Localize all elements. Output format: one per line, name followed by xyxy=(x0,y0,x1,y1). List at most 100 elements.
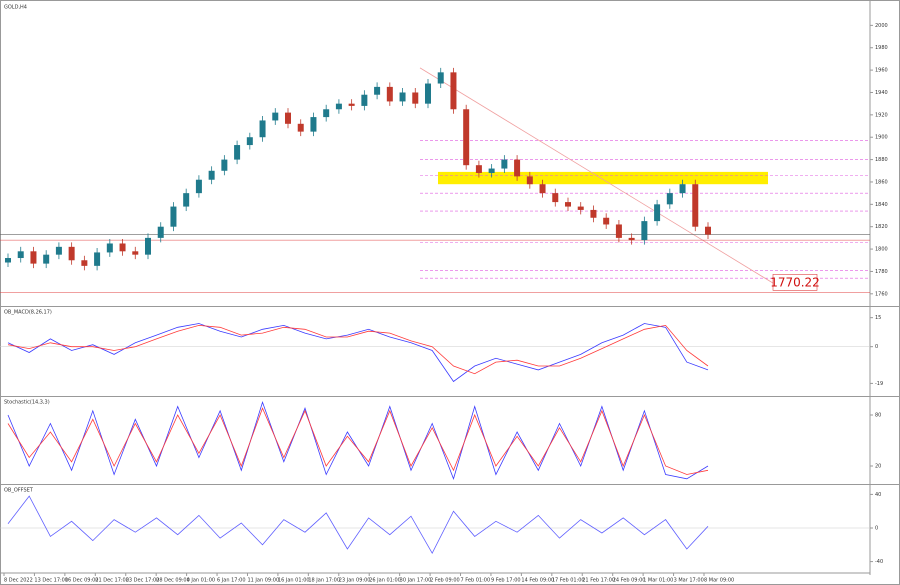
candle-body xyxy=(437,72,444,84)
zone xyxy=(438,171,768,185)
target-label: 1770.22 xyxy=(770,275,820,289)
x-tick-label: 17 Feb 01:00 xyxy=(552,578,585,584)
candle-body xyxy=(501,159,508,169)
candle-body xyxy=(412,92,419,104)
candle-body xyxy=(234,145,241,160)
candle-body xyxy=(17,251,24,259)
candle-body xyxy=(654,204,661,222)
panel-title: Stochastic(14,3,3) xyxy=(4,400,50,406)
x-tick-label: 16 Jan 01:00 xyxy=(278,578,310,584)
candle-body xyxy=(310,117,317,132)
y-tick-label: 1840 xyxy=(875,202,888,208)
y-tick-label: 1880 xyxy=(875,157,888,163)
candle-body xyxy=(94,252,101,266)
y-tick-label: 1820 xyxy=(875,224,888,230)
candle-body xyxy=(386,86,393,102)
target-box xyxy=(772,274,818,291)
x-tick-label: 16 Dec 09:00 xyxy=(65,578,99,584)
candle-body xyxy=(119,243,126,252)
panel-title: GOLD,H4 xyxy=(4,5,27,11)
y-tick-label: 20 xyxy=(875,464,881,470)
candle-body xyxy=(183,193,190,207)
x-tick-label: 14 Feb 09:00 xyxy=(521,578,554,584)
y-tick-label: 2000 xyxy=(875,23,888,29)
x-tick-label: 24 Feb 09:00 xyxy=(613,578,646,584)
y-tick-label: 1860 xyxy=(875,179,888,185)
x-tick-label: 7 Feb 01:00 xyxy=(461,578,491,584)
candle-body xyxy=(246,137,253,146)
y-tick-label: 1800 xyxy=(875,247,888,253)
trend-line xyxy=(419,67,786,291)
candle-body xyxy=(335,103,342,110)
candle-body xyxy=(577,206,584,210)
candle-body xyxy=(526,176,533,185)
x-tick-label: 30 Jan 17:00 xyxy=(400,578,432,584)
x-tick-label: 21 Feb 17:00 xyxy=(582,578,615,584)
candle-body xyxy=(259,120,266,138)
candle-body xyxy=(285,112,291,124)
candle-body xyxy=(272,112,279,121)
candle-body xyxy=(30,251,37,264)
y-tick-label: 1940 xyxy=(875,90,888,96)
candle-body xyxy=(692,184,699,227)
candle-body xyxy=(514,159,521,177)
panel-title: OB_MACD(8,26,17) xyxy=(4,310,52,316)
candle-body xyxy=(106,243,113,253)
candle-body xyxy=(666,193,673,205)
candle-body xyxy=(361,94,368,106)
candle-body xyxy=(488,168,495,174)
y-tick-label: -19 xyxy=(875,381,883,387)
x-tick-label: 2 Feb 09:00 xyxy=(430,578,460,584)
indicator-line xyxy=(7,495,709,555)
y-tick-label: 40 xyxy=(875,492,881,498)
indicator-line xyxy=(7,324,709,375)
x-tick-label: 18 Jan 17:00 xyxy=(308,578,340,584)
candle-body xyxy=(374,86,381,95)
candle-body xyxy=(68,246,75,261)
candle-body xyxy=(425,83,431,104)
x-tick-label: 23 Dec 17:00 xyxy=(126,578,160,584)
x-tick-label: 9 Feb 17:00 xyxy=(491,578,521,584)
y-tick-label: 0 xyxy=(875,526,878,532)
indicator-line xyxy=(7,407,709,475)
y-tick-label: 1900 xyxy=(875,135,888,141)
candle-body xyxy=(641,221,648,241)
candle-body xyxy=(399,92,406,102)
x-tick-label: 28 Dec 09:00 xyxy=(156,578,190,584)
y-tick-label: 1760 xyxy=(875,291,888,297)
x-tick-label: 11 Jan 09:00 xyxy=(247,578,279,584)
y-tick-label: 1960 xyxy=(875,68,888,74)
y-tick-label: 1920 xyxy=(875,112,888,118)
y-tick-label: 15 xyxy=(875,315,881,321)
candle-body xyxy=(463,109,470,166)
x-tick-label: 4 Jan 01:00 xyxy=(187,578,215,584)
candle-body xyxy=(323,109,330,118)
x-tick-label: 8 Dec 2022 xyxy=(4,578,33,584)
candle-body xyxy=(195,179,202,194)
candle-body xyxy=(475,165,482,174)
candle-body xyxy=(348,103,355,106)
candle-body xyxy=(55,246,62,255)
candle-body xyxy=(628,237,635,241)
x-tick-label: 8 Mar 09:00 xyxy=(704,578,734,584)
x-tick-label: 3 Mar 17:00 xyxy=(674,578,704,584)
candle-body xyxy=(705,226,711,235)
indicator-line xyxy=(7,323,709,383)
x-tick-label: 21 Dec 17:00 xyxy=(95,578,129,584)
candle-body xyxy=(43,254,50,264)
candle-body xyxy=(145,237,151,255)
candle-body xyxy=(170,206,177,227)
candle-body xyxy=(565,202,571,207)
candle-body xyxy=(221,159,228,171)
candle-body xyxy=(132,251,139,255)
y-tick-label: 1980 xyxy=(875,45,888,51)
x-tick-label: 1 Mar 01:00 xyxy=(643,578,673,584)
candle-body xyxy=(157,226,164,238)
x-tick-label: 6 Jan 17:00 xyxy=(217,578,245,584)
candle-body xyxy=(450,72,457,110)
candle-body xyxy=(679,184,686,194)
y-tick-label: 80 xyxy=(875,413,881,419)
panel-title: OB_OFFSET xyxy=(4,488,34,494)
candle-body xyxy=(81,260,88,266)
